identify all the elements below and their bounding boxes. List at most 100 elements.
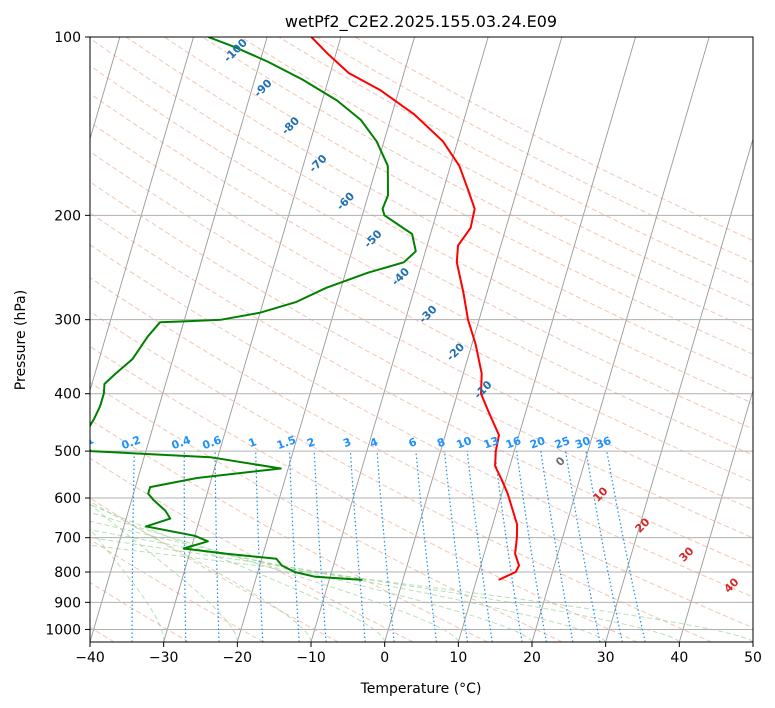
mixing-ratio-line — [349, 451, 366, 642]
dry-adiabat-line — [90, 345, 638, 642]
isotherm-line — [752, 640, 753, 642]
dry-adiabat-line — [90, 277, 753, 629]
dry-adiabat-label: -20 — [444, 340, 467, 363]
dry-adiabat-line — [90, 381, 563, 642]
isotherm-line — [90, 37, 194, 393]
dry-adiabat-label: -10 — [471, 378, 494, 401]
dry-adiabat-line — [90, 581, 190, 642]
isotherm-line — [457, 37, 636, 642]
line-annotations: -100-90-80-70-60-50-40-30-20-100.1 0.2 0.4… — [73, 37, 742, 596]
isotherm-line — [236, 37, 415, 642]
moist-adiabat-line — [90, 501, 312, 642]
mixing-ratio-line — [255, 451, 264, 642]
dry-adiabat-line — [90, 181, 753, 539]
moist-adiabat-line — [90, 503, 386, 642]
y-tick-label: 100 — [54, 30, 81, 46]
moist-adiabat-label: 30 — [677, 544, 697, 564]
mixing-ratio-line — [82, 451, 88, 642]
dry-adiabat-label: -60 — [334, 189, 357, 212]
isotherm-line — [310, 37, 489, 642]
x-tick-label: −30 — [149, 650, 179, 666]
y-tick-label: 200 — [54, 208, 81, 224]
mixing-ratio-label: 1 — [247, 435, 259, 450]
dry-adiabat-line — [90, 65, 753, 430]
y-tick-label: 300 — [54, 313, 81, 329]
chart-title: wetPf2_C2E2.2025.155.03.24.E09 — [285, 12, 557, 32]
moist-adiabat-line — [90, 544, 753, 642]
plot-frame — [89, 36, 754, 643]
dry-adiabat-label: -70 — [306, 152, 329, 175]
mixing-ratio-line — [585, 450, 623, 642]
mixing-ratio-label: 1.5 — [275, 433, 298, 452]
dry-adiabat-line — [90, 37, 753, 404]
dry-adiabat-label: -80 — [279, 114, 302, 137]
dry-adiabat-label: -30 — [416, 303, 439, 326]
dry-adiabat-line — [90, 457, 414, 642]
mixing-ratio-label: 0.4 — [170, 433, 193, 452]
mixing-ratio-label: 6 — [407, 435, 419, 450]
dry-adiabat-line — [90, 538, 264, 642]
mixing-ratio-line — [466, 451, 493, 642]
dry-adiabat-line — [90, 419, 488, 642]
moist-adiabat-line — [90, 520, 533, 642]
mixing-ratio-label: 4 — [368, 435, 380, 450]
mixing-ratio-label: 3 — [341, 435, 353, 450]
moist-adiabat-line — [90, 537, 680, 642]
mixing-ratio-label: 0.2 — [120, 433, 143, 452]
temperature-profile-line — [310, 37, 520, 581]
profile-series — [90, 37, 520, 581]
mixing-ratio-line — [493, 451, 523, 642]
dry-adiabat-line — [278, 37, 753, 285]
x-axis-title: Temperature (°C) — [360, 681, 482, 697]
mixing-ratio-label: 2 — [305, 435, 317, 450]
x-tick-label: −40 — [75, 650, 105, 666]
mixing-ratio-line — [214, 451, 220, 642]
y-axis-ticks: 100 200 300 400 500 600 700 800 900 1000 — [45, 30, 90, 638]
x-tick-label: −20 — [223, 650, 253, 666]
mixing-ratio-line — [564, 451, 601, 642]
moist-adiabat-label: 40 — [722, 575, 742, 595]
dry-adiabat-line — [354, 37, 753, 242]
y-tick-label: 500 — [54, 444, 81, 460]
mixing-ratio-line — [606, 450, 646, 642]
mixing-ratio-label: 20 — [528, 434, 547, 452]
dry-adiabat-line — [125, 37, 753, 380]
dry-adiabat-line — [90, 244, 753, 598]
isotherm-line — [163, 37, 342, 642]
dry-adiabat-label: -50 — [361, 227, 384, 250]
x-tick-label: 50 — [744, 650, 762, 666]
dry-adiabat-line — [202, 37, 753, 331]
x-tick-label: −10 — [296, 650, 326, 666]
moist-adiabat-line — [90, 529, 607, 642]
y-axis-title: Pressure (hPa) — [13, 290, 29, 390]
x-tick-label: 40 — [670, 650, 688, 666]
mixing-ratio-label: 36 — [594, 434, 613, 452]
y-tick-label: 800 — [54, 565, 81, 581]
x-tick-label: 0 — [380, 650, 389, 666]
mixing-ratio-label: 0.6 — [201, 433, 224, 452]
mixing-ratio-label: 30 — [573, 434, 592, 452]
background-lines — [82, 37, 753, 642]
mixing-ratio-label: 13 — [482, 434, 501, 451]
isotherm-line — [90, 37, 268, 642]
mixing-ratio-line — [443, 451, 469, 642]
dry-adiabat-line — [90, 497, 339, 642]
x-tick-label: 10 — [449, 650, 467, 666]
dry-adiabat-label: -40 — [389, 265, 412, 288]
isotherm-line — [531, 37, 710, 642]
x-tick-label: 20 — [523, 650, 541, 666]
dry-adiabat-line — [90, 93, 753, 456]
mixing-ratio-label: 10 — [455, 434, 474, 452]
y-tick-label: 400 — [54, 387, 81, 403]
isotherm-line — [605, 137, 753, 642]
mixing-ratio-label: 16 — [504, 434, 523, 452]
mixing-ratio-line — [376, 451, 395, 642]
isotherm-line — [678, 388, 753, 642]
mixing-ratio-line — [131, 451, 135, 642]
y-tick-label: 900 — [54, 595, 81, 611]
y-tick-label: 1000 — [45, 622, 81, 638]
dry-adiabat-line — [240, 37, 753, 308]
mixing-ratio-label: 0.1 — [73, 433, 96, 452]
mixing-ratio-line — [415, 451, 437, 642]
